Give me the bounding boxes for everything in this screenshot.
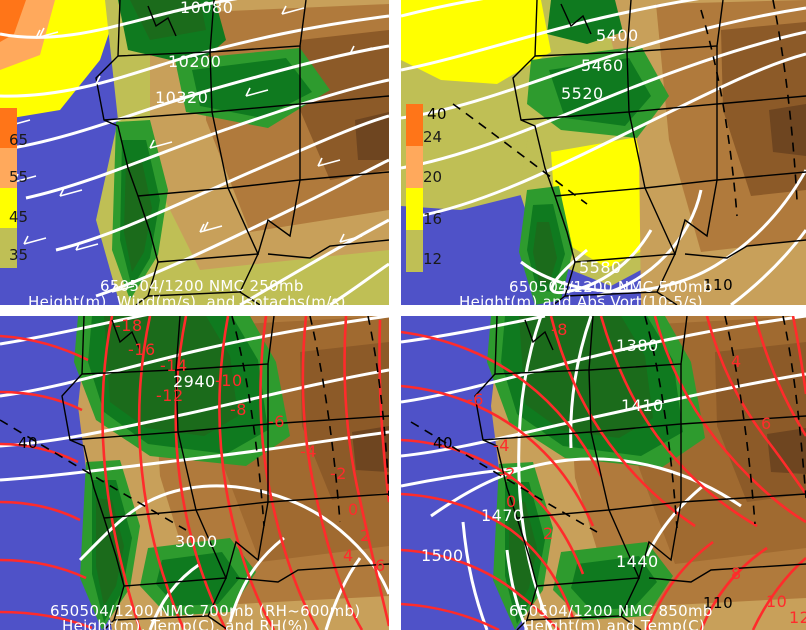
temp-contour-label: -2 — [499, 464, 516, 483]
temp-contour-label: 4 — [731, 352, 742, 371]
temp-contour-label: -16 — [128, 340, 156, 359]
temp-contour-label: 8 — [731, 564, 742, 583]
panel-title: 650504/1200 NMC 500mb — [509, 278, 713, 296]
height-contour-label: 10320 — [155, 88, 209, 107]
panel-subtitle: Height(m), Temp(C), and RH(%) — [62, 617, 309, 630]
panel-title: 650504/1200 NMC 700mb (RH~600mb) — [50, 602, 361, 620]
height-contour-label: 1440 — [616, 552, 659, 571]
panel-subtitle: Height(m), Wind(m/s), and Isotachs(m/s) — [28, 293, 346, 305]
longitude-label: 110 — [703, 276, 734, 294]
height-contour-label: 10200 — [168, 52, 222, 71]
temp-contour-label: 6 — [375, 556, 386, 575]
height-contour-label: 1500 — [421, 546, 464, 565]
colorbar-isotachs — [0, 108, 17, 268]
temp-contour-label: 4 — [343, 546, 354, 565]
panel-subtitle: Height(m) and Temp(C) — [523, 617, 706, 630]
height-contour-label: 3000 — [175, 532, 218, 551]
colorbar-seg-45 — [0, 188, 17, 228]
height-contour-label: 1470 — [481, 506, 524, 525]
temp-contour-label: 6 — [761, 414, 772, 433]
colorbar-label-16: 16 — [423, 210, 443, 228]
colorbar-seg-12 — [406, 230, 423, 272]
height-contour-label: 5580 — [579, 258, 622, 277]
temp-contour-label: -8 — [551, 320, 568, 339]
colorbar-seg-55 — [0, 148, 17, 188]
temp-contour-label: 2 — [543, 524, 554, 543]
colorbar-label-35: 35 — [9, 246, 29, 264]
panel-250mb: 65 55 45 35 10080 10200 10320 650504/120… — [0, 0, 389, 305]
colorbar-seg-20 — [406, 146, 423, 188]
colorbar-absolute-vorticity — [406, 104, 423, 272]
temp-contour-label: 2 — [360, 526, 371, 545]
colorbar-label-20: 20 — [423, 168, 443, 186]
height-contour-label: 5400 — [596, 26, 639, 45]
temp-contour-label: -12 — [156, 386, 184, 405]
panel-500mb-field — [401, 0, 806, 305]
panel-850mb-field — [401, 316, 806, 630]
panel-500mb: 24 20 16 12 40 5400 5460 5520 5580 110 6… — [401, 0, 806, 305]
height-contour-label: 10080 — [180, 0, 234, 17]
temp-contour-label: 10 — [766, 592, 788, 611]
height-contour-label: 5520 — [561, 84, 604, 103]
temp-contour-label: -4 — [300, 442, 317, 461]
panel-700mb-field — [0, 316, 389, 630]
latitude-label: 40 — [427, 105, 448, 123]
colorbar-label-45: 45 — [9, 208, 29, 226]
panel-250mb-field — [0, 0, 389, 305]
temp-contour-label: -8 — [230, 400, 247, 419]
latitude-label: 40 — [18, 434, 39, 452]
temp-contour-label: -18 — [115, 316, 143, 335]
panel-subtitle: Height(m) and Abs Vort(10-5/s) — [459, 293, 703, 305]
panel-700mb: 40 2940 3000 -18 -16 -14 -12 -10 -8 -6 -… — [0, 316, 389, 630]
temp-contour-label: -4 — [493, 436, 510, 455]
height-contour-label: 1380 — [616, 336, 659, 355]
height-contour-label: 1410 — [621, 396, 664, 415]
panel-850mb: 40 1380 1410 1440 1470 1500 -8 -6 -4 -2 … — [401, 316, 806, 630]
colorbar-seg-24 — [406, 104, 423, 146]
temp-contour-label: 0 — [506, 492, 517, 511]
temp-contour-label: -10 — [215, 371, 243, 390]
colorbar-seg-65 — [0, 108, 17, 148]
temp-contour-label: -2 — [330, 464, 347, 483]
panel-title: 650504/1200 NMC 250mb — [100, 277, 304, 295]
colorbar-label-55: 55 — [9, 168, 29, 186]
longitude-label: 110 — [703, 594, 734, 612]
temp-contour-label: -6 — [467, 390, 484, 409]
colorbar-label-24: 24 — [423, 128, 443, 146]
temp-contour-label: 12 — [789, 608, 806, 627]
colorbar-seg-16 — [406, 188, 423, 230]
height-contour-label: 5460 — [581, 56, 624, 75]
temp-contour-label: -6 — [268, 412, 285, 431]
latitude-label: 40 — [433, 434, 454, 452]
temp-contour-label: -14 — [160, 356, 188, 375]
colorbar-label-65: 65 — [9, 131, 29, 149]
panel-title: 650504/1200 NMC 850mb — [509, 602, 713, 620]
temp-contour-label: 0 — [348, 500, 359, 519]
colorbar-seg-35 — [0, 228, 17, 268]
colorbar-label-12: 12 — [423, 250, 443, 268]
height-contour-label: 2940 — [173, 372, 216, 391]
